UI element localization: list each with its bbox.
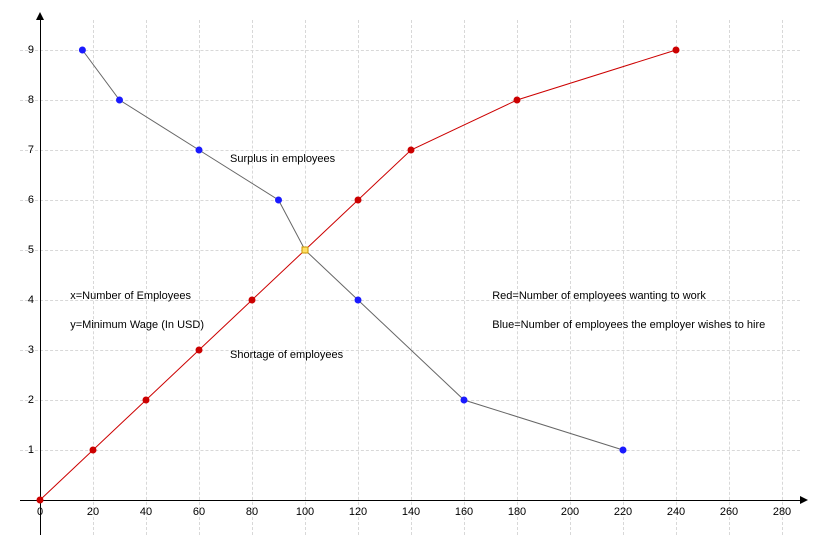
x-tick-label: 200	[561, 506, 579, 518]
x-tick-label: 120	[349, 506, 367, 518]
x-tick-label: 60	[193, 506, 205, 518]
series-legend: Red=Number of employees wanting to work …	[480, 275, 765, 346]
y-tick-label: 6	[14, 194, 34, 206]
x-tick-label: 180	[508, 506, 526, 518]
x-tick-label: 260	[720, 506, 738, 518]
y-tick-label: 8	[14, 94, 34, 106]
x-tick-label: 240	[667, 506, 685, 518]
y-tick-label: 4	[14, 294, 34, 306]
y-tick-label: 1	[14, 444, 34, 456]
x-tick-label: 0	[37, 506, 43, 518]
y-tick-label: 5	[14, 244, 34, 256]
x-axis	[20, 500, 800, 501]
y-axis-definition: y=Minimum Wage (In USD)	[70, 319, 204, 331]
x-axis-arrow-icon	[800, 496, 808, 504]
x-axis-definition: x=Number of Employees	[70, 290, 191, 302]
y-axis-arrow-icon	[36, 12, 44, 20]
x-tick-label: 140	[402, 506, 420, 518]
y-axis	[40, 20, 41, 535]
axis-definition-legend: x=Number of Employees y=Minimum Wage (In…	[58, 275, 204, 346]
shortage-label: Shortage of employees	[230, 348, 343, 362]
supply-demand-chart: 0 20 40 60 80 100 120 140 160 180 200 220 240 260 280 1…	[0, 0, 820, 555]
y-tick-label: 7	[14, 144, 34, 156]
x-tick-label: 100	[296, 506, 314, 518]
x-tick-label: 160	[455, 506, 473, 518]
x-tick-label: 20	[87, 506, 99, 518]
y-tick-label: 2	[14, 394, 34, 406]
x-tick-label: 220	[614, 506, 632, 518]
surplus-label: Surplus in employees	[230, 152, 335, 166]
x-tick-label: 280	[773, 506, 791, 518]
x-tick-label: 80	[246, 506, 258, 518]
red-series-legend: Red=Number of employees wanting to work	[492, 290, 706, 302]
y-tick-label: 9	[14, 44, 34, 56]
blue-series-legend: Blue=Number of employees the employer wi…	[492, 319, 765, 331]
y-tick-label: 3	[14, 344, 34, 356]
x-tick-label: 40	[140, 506, 152, 518]
